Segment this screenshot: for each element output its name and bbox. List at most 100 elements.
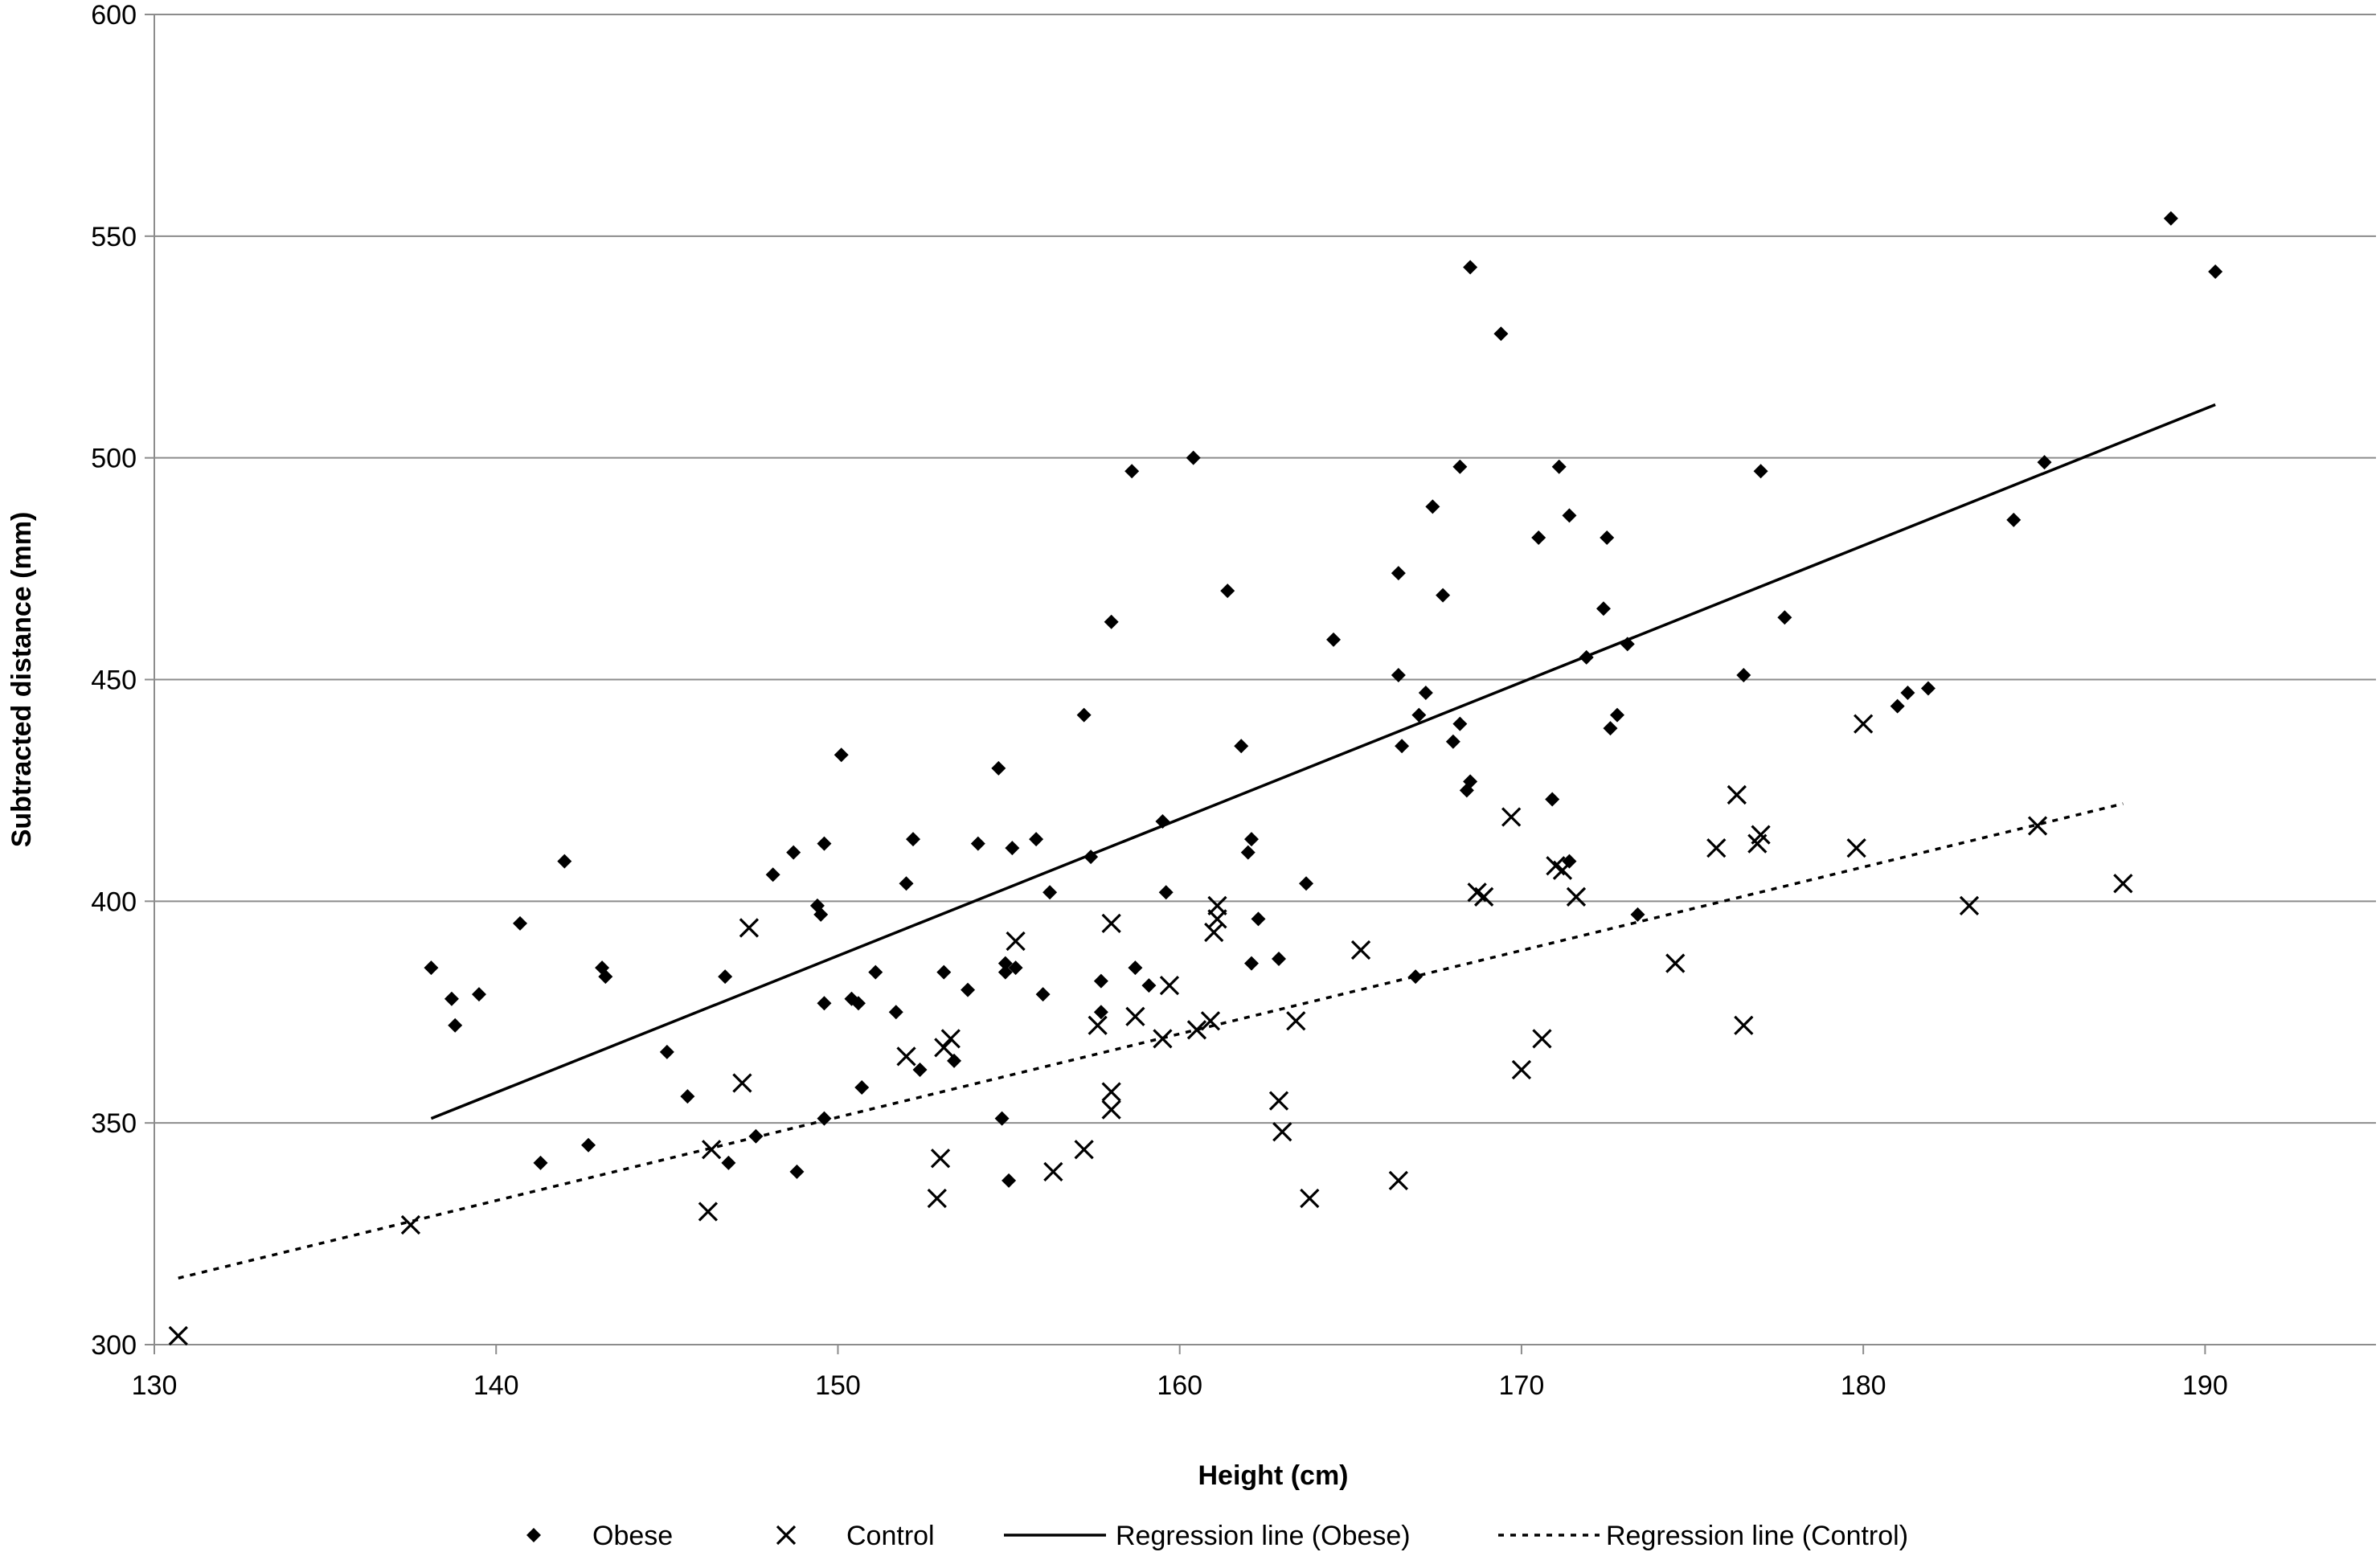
- obese-point: [1600, 530, 1615, 545]
- obese-point: [899, 876, 914, 891]
- control-point: [2027, 816, 2048, 836]
- obese-point: [906, 832, 921, 847]
- control-point: [1101, 1082, 1121, 1102]
- control-point: [168, 1325, 188, 1346]
- control-point: [1566, 887, 1587, 907]
- control-point: [927, 1188, 947, 1209]
- obese-point: [997, 956, 1013, 971]
- y-tick-label: 300: [91, 1330, 137, 1361]
- x-tick-label: 180: [1841, 1370, 1886, 1401]
- x-tick-label: 150: [815, 1370, 861, 1401]
- obese-point: [961, 982, 976, 997]
- x-tick-label: 190: [2182, 1370, 2228, 1401]
- obese-point: [2163, 211, 2178, 226]
- obese-point: [834, 747, 849, 763]
- legend-control-symbol: [776, 1525, 797, 1546]
- obese-point: [970, 836, 985, 851]
- obese-point: [1425, 499, 1440, 514]
- gridlines: [154, 14, 2376, 1124]
- obese-point: [1603, 721, 1618, 736]
- control-point: [1272, 1122, 1292, 1142]
- obese-point: [850, 996, 866, 1011]
- control-point: [1727, 784, 1747, 805]
- obese-point: [1076, 707, 1092, 723]
- obese-point: [994, 1111, 1010, 1126]
- obese-point: [1043, 885, 1058, 900]
- obese-point: [1243, 832, 1259, 847]
- obese-point: [444, 991, 459, 1006]
- control-point: [1959, 895, 1980, 915]
- control-point: [1207, 895, 1227, 915]
- control-point: [1088, 1015, 1108, 1035]
- control-point: [940, 1029, 961, 1049]
- obese-point: [1630, 907, 1645, 922]
- obese-point: [1391, 566, 1406, 581]
- obese-point: [1158, 885, 1174, 900]
- obese-point: [1408, 969, 1423, 985]
- y-axis-title: Subtracted distance (mm): [6, 512, 37, 848]
- x-tick-label: 140: [473, 1370, 519, 1401]
- control-point: [1186, 1020, 1207, 1040]
- control-point: [1734, 1015, 1754, 1035]
- obese-point: [1777, 610, 1792, 625]
- tick-labels: 300 350 400 450 500 550 600 130 140 150 160 170 180 1…: [91, 0, 2227, 1401]
- obese-point: [1463, 260, 1478, 275]
- control-point: [2113, 874, 2133, 894]
- control-point: [1043, 1161, 1063, 1181]
- regression-line-control: [178, 802, 2124, 1280]
- obese-point: [786, 845, 801, 860]
- legend: Obese Control Regression line (Obese) Regre…: [526, 1521, 1908, 1551]
- control-point: [1101, 1100, 1121, 1120]
- obese-point: [1445, 734, 1460, 749]
- control-point: [1159, 976, 1180, 996]
- control-point: [1006, 931, 1026, 952]
- obese-point: [471, 987, 486, 1002]
- obese-point: [1299, 876, 1314, 891]
- control-point: [1511, 1059, 1532, 1080]
- obese-point: [1920, 681, 1936, 696]
- regression-line-obese: [430, 403, 2216, 1120]
- control-point: [930, 1149, 951, 1169]
- legend-control-label: Control: [846, 1521, 935, 1551]
- obese-point: [817, 996, 832, 1011]
- obese-point: [1531, 530, 1546, 545]
- obese-point: [448, 1018, 463, 1033]
- obese-point: [1620, 637, 1635, 652]
- obese-point: [1141, 978, 1157, 993]
- control-point: [896, 1046, 916, 1067]
- obese-point: [2208, 264, 2223, 279]
- control-point: [701, 1140, 722, 1160]
- obese-point: [1234, 739, 1249, 754]
- control-point: [1350, 940, 1371, 960]
- obese-point: [1562, 508, 1577, 523]
- obese-point: [1551, 459, 1567, 474]
- control-point: [1501, 807, 1522, 827]
- obese-point: [1272, 952, 1287, 967]
- axes: [145, 14, 2376, 1354]
- obese-point: [997, 964, 1013, 980]
- control-point: [698, 1202, 719, 1222]
- obese-point: [765, 867, 780, 882]
- obese-point: [557, 854, 572, 869]
- obese-point: [1452, 716, 1468, 731]
- obese-point: [680, 1089, 695, 1104]
- control-point: [1474, 887, 1494, 907]
- legend-obese-label: Obese: [592, 1521, 673, 1551]
- obese-point: [789, 1164, 805, 1179]
- obese-point: [1251, 911, 1266, 927]
- y-tick-label: 350: [91, 1108, 137, 1139]
- obese-point: [1104, 614, 1119, 629]
- y-tick-label: 600: [91, 0, 137, 31]
- obese-point: [1093, 1005, 1108, 1020]
- control-point: [1751, 825, 1771, 845]
- obese-point: [721, 1155, 736, 1170]
- control-point: [1854, 714, 1874, 734]
- obese-point: [1005, 841, 1020, 856]
- y-tick-label: 450: [91, 665, 137, 696]
- obese-point: [817, 836, 832, 851]
- obese-point: [817, 1111, 832, 1126]
- obese-point: [1890, 698, 1905, 714]
- obese-point: [991, 760, 1006, 776]
- control-point: [1846, 837, 1866, 858]
